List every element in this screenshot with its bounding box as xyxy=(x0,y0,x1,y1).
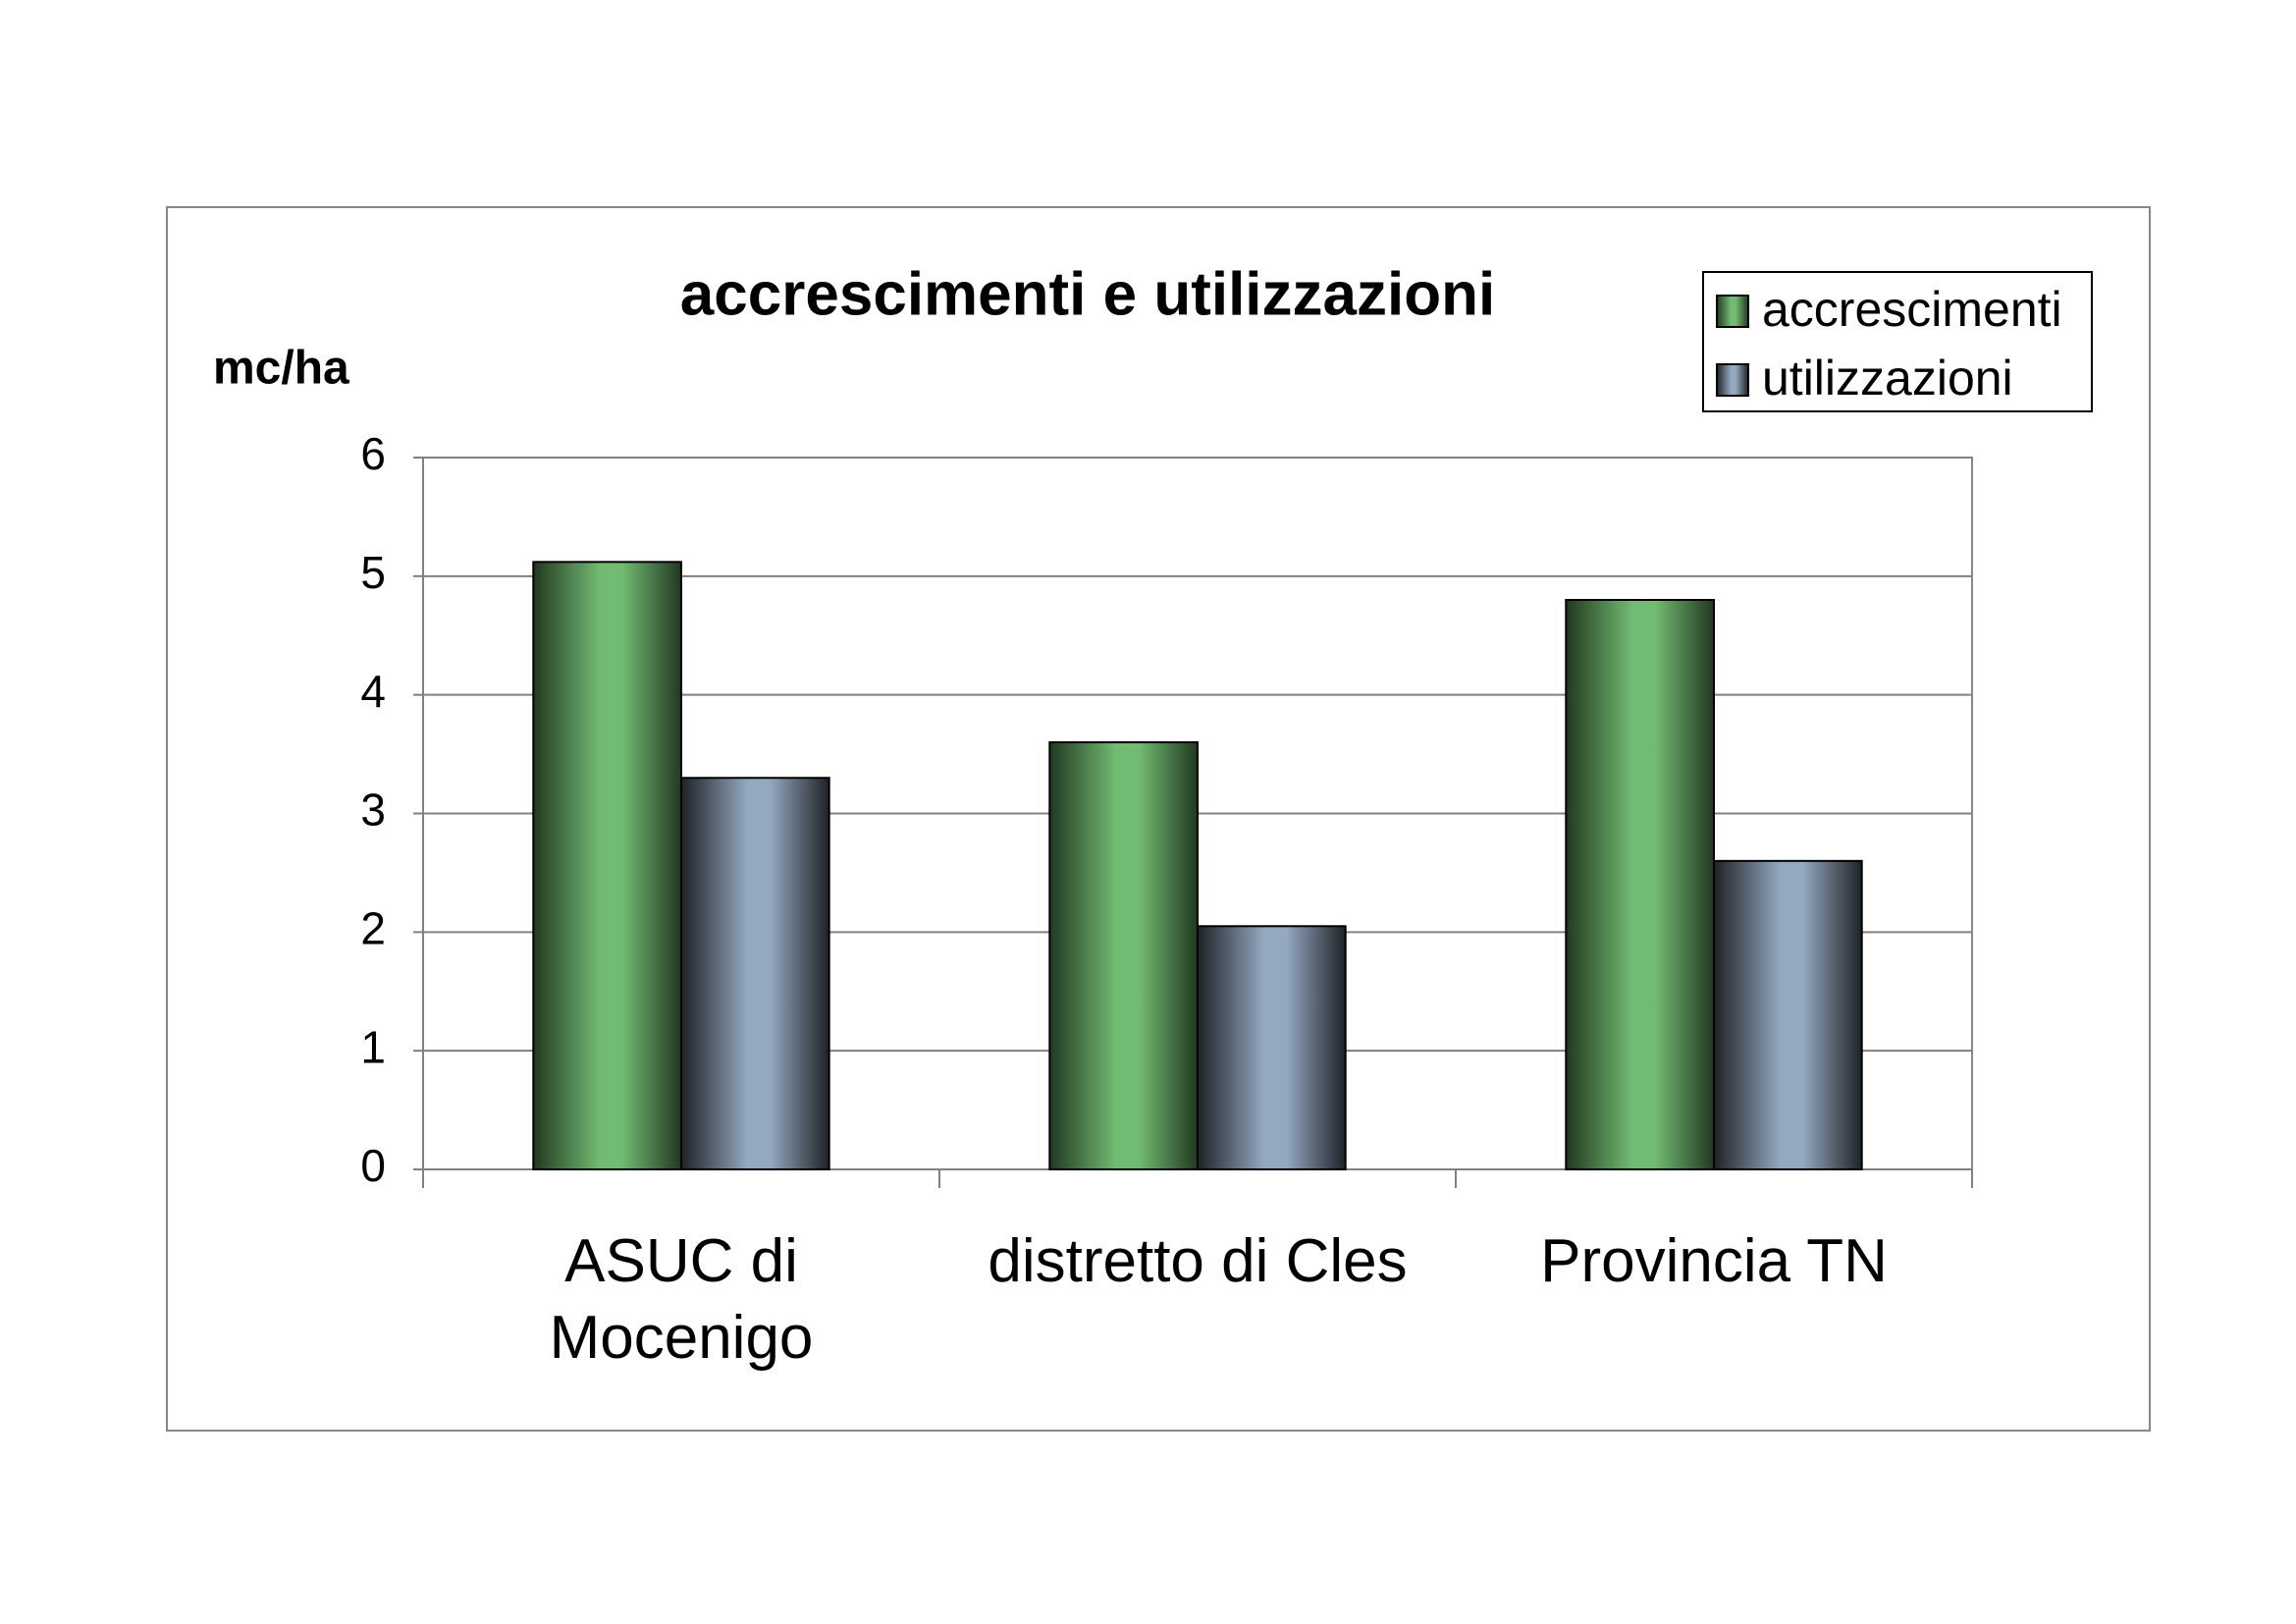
bar xyxy=(1713,859,1863,1170)
y-tick-label: 3 xyxy=(360,785,386,836)
x-tick-label: distretto di Cles xyxy=(988,1227,1408,1295)
y-tick-label: 1 xyxy=(360,1021,386,1072)
legend-swatch xyxy=(1716,295,1749,328)
legend-swatch xyxy=(1716,363,1749,397)
bar xyxy=(1565,599,1716,1170)
bar xyxy=(1048,741,1200,1170)
bar xyxy=(1197,925,1347,1171)
y-tick-label: 6 xyxy=(360,428,386,479)
x-tick-label: ASUC di Mocenigo xyxy=(549,1227,814,1372)
y-tick-label: 5 xyxy=(360,547,386,598)
legend xyxy=(1702,271,2093,412)
y-tick-label: 0 xyxy=(360,1140,386,1191)
bar xyxy=(532,561,683,1170)
y-tick-label: 2 xyxy=(360,902,386,953)
bar xyxy=(680,777,830,1170)
x-tick-label: Provincia TN xyxy=(1540,1227,1888,1295)
legend-label: utilizzazioni xyxy=(1762,351,2013,406)
chart-title: accrescimenti e utilizzazioni xyxy=(680,260,1495,328)
y-axis-label: mc/ha xyxy=(213,343,349,395)
legend-label: accrescimenti xyxy=(1762,282,2062,337)
y-tick-label: 4 xyxy=(360,666,386,717)
